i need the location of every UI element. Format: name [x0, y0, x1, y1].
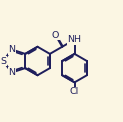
Text: N: N: [8, 45, 15, 54]
Text: S: S: [0, 56, 6, 66]
Text: N: N: [8, 68, 15, 77]
Text: Cl: Cl: [70, 87, 79, 96]
Text: NH: NH: [68, 35, 82, 44]
Text: O: O: [52, 30, 59, 40]
